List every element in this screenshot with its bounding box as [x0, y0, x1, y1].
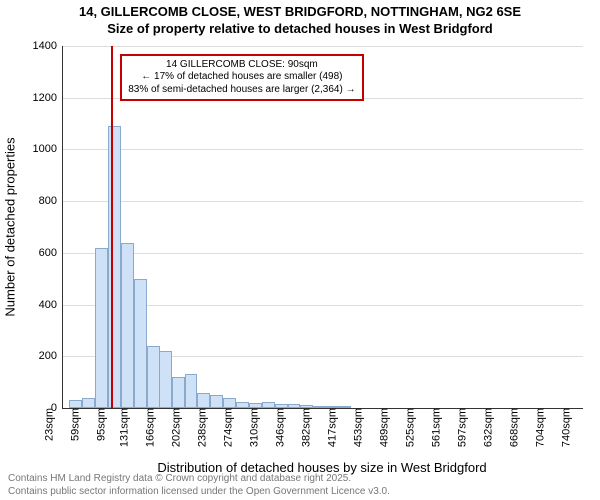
x-tick-label: 453sqm — [346, 408, 364, 447]
annotation-line: ← 17% of detached houses are smaller (49… — [128, 71, 355, 84]
x-tick-label: 95sqm — [89, 408, 107, 441]
title-line-1: 14, GILLERCOMB CLOSE, WEST BRIDGFORD, NO… — [0, 4, 600, 21]
x-tick-label: 166sqm — [138, 408, 156, 447]
x-tick-label: 597sqm — [450, 408, 468, 447]
x-tick-label: 23sqm — [37, 408, 55, 441]
x-tick-label: 238sqm — [190, 408, 208, 447]
histogram-bar — [197, 393, 210, 409]
histogram-bar — [185, 374, 198, 408]
footer-attribution: Contains HM Land Registry data © Crown c… — [8, 473, 390, 498]
reference-marker — [111, 46, 113, 408]
x-tick-label: 310sqm — [242, 408, 260, 447]
x-tick-label: 131sqm — [112, 408, 130, 447]
histogram-bar — [147, 346, 160, 408]
y-tick-label: 400 — [39, 299, 63, 311]
annotation-line: 14 GILLERCOMB CLOSE: 90sqm — [128, 59, 355, 72]
x-tick-label: 489sqm — [372, 408, 390, 447]
histogram-bar — [134, 279, 147, 408]
histogram-bar — [69, 400, 82, 408]
histogram-bar — [172, 377, 185, 408]
chart-title: 14, GILLERCOMB CLOSE, WEST BRIDGFORD, NO… — [0, 4, 600, 38]
x-tick-label: 59sqm — [63, 408, 81, 441]
histogram-bar — [82, 398, 95, 408]
y-tick-label: 1000 — [33, 143, 63, 155]
y-tick-label: 1200 — [33, 92, 63, 104]
x-tick-label: 202sqm — [164, 408, 182, 447]
gridline — [63, 46, 583, 47]
annotation-box: 14 GILLERCOMB CLOSE: 90sqm← 17% of detac… — [120, 54, 363, 102]
x-tick-label: 274sqm — [216, 408, 234, 447]
title-line-2: Size of property relative to detached ho… — [0, 21, 600, 38]
histogram-bar — [210, 395, 223, 408]
x-tick-label: 525sqm — [398, 408, 416, 447]
gridline — [63, 149, 583, 150]
x-tick-label: 417sqm — [320, 408, 338, 447]
histogram-bar — [95, 248, 108, 408]
annotation-line: 83% of semi-detached houses are larger (… — [128, 84, 355, 97]
histogram-bar — [159, 351, 172, 408]
footer-line-2: Contains public sector information licen… — [8, 486, 390, 499]
y-tick-label: 800 — [39, 195, 63, 207]
x-tick-label: 561sqm — [424, 408, 442, 447]
y-axis-label: Number of detached properties — [3, 137, 18, 316]
x-tick-label: 668sqm — [502, 408, 520, 447]
footer-line-1: Contains HM Land Registry data © Crown c… — [8, 473, 390, 486]
x-tick-label: 346sqm — [268, 408, 286, 447]
plot-area: 020040060080010001200140023sqm59sqm95sqm… — [62, 46, 583, 409]
y-tick-label: 600 — [39, 247, 63, 259]
gridline — [63, 253, 583, 254]
x-tick-label: 382sqm — [294, 408, 312, 447]
x-tick-label: 704sqm — [528, 408, 546, 447]
gridline — [63, 201, 583, 202]
histogram-bar — [121, 243, 134, 408]
y-tick-label: 1400 — [33, 40, 63, 52]
histogram-bar — [223, 398, 236, 408]
y-tick-label: 200 — [39, 350, 63, 362]
histogram-chart: 14, GILLERCOMB CLOSE, WEST BRIDGFORD, NO… — [0, 0, 600, 500]
x-tick-label: 632sqm — [476, 408, 494, 447]
x-tick-label: 740sqm — [554, 408, 572, 447]
